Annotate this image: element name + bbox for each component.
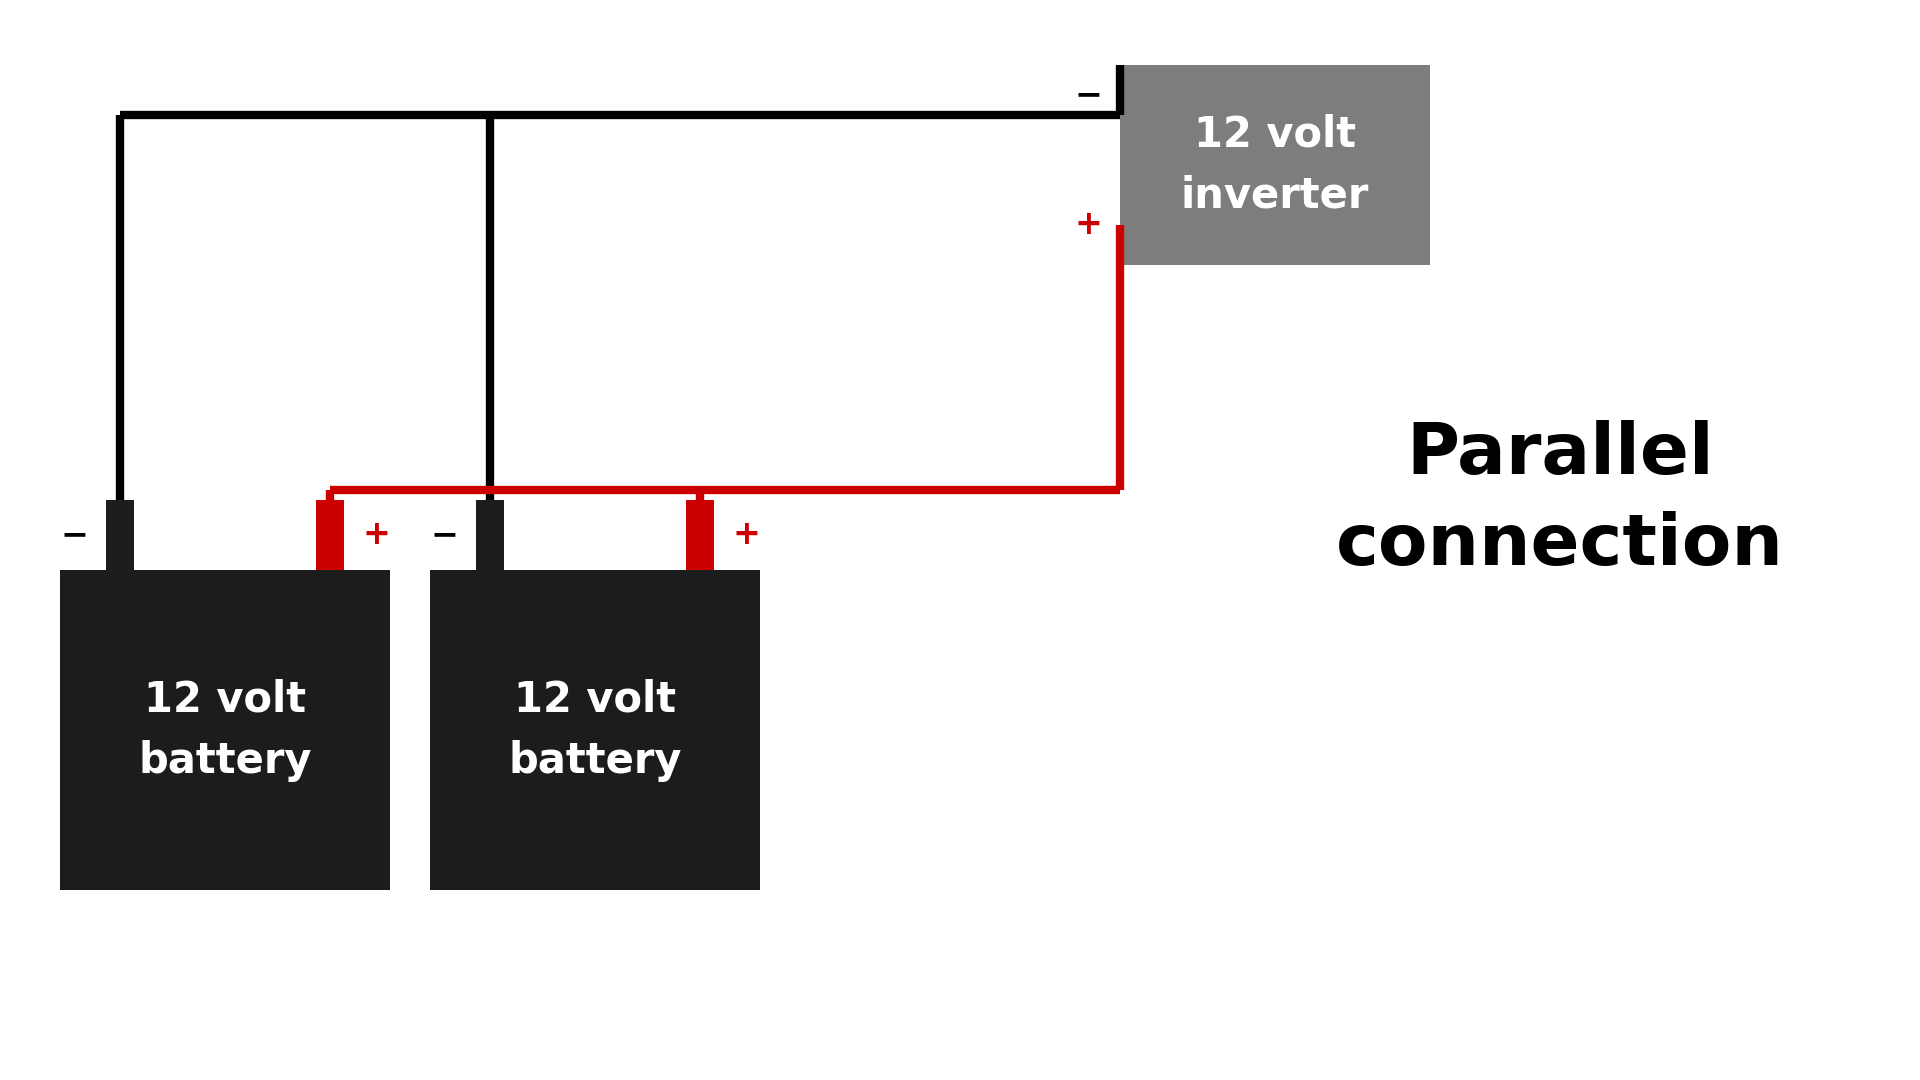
Text: +: + [363, 518, 390, 552]
Bar [317, 500, 344, 570]
Text: 12 volt
inverter: 12 volt inverter [1181, 113, 1369, 217]
Text: +: + [732, 518, 760, 552]
Text: +: + [1073, 208, 1102, 242]
Bar [430, 570, 760, 890]
Text: −: − [430, 518, 459, 552]
Text: −: − [1073, 79, 1102, 111]
Text: 12 volt
battery: 12 volt battery [509, 678, 682, 782]
Bar [476, 500, 503, 570]
Bar [106, 500, 134, 570]
Text: −: − [60, 518, 88, 552]
Bar [1119, 65, 1430, 265]
Bar [60, 570, 390, 890]
Text: Parallel
connection: Parallel connection [1336, 420, 1784, 580]
Text: 12 volt
battery: 12 volt battery [138, 678, 311, 782]
Bar [685, 500, 714, 570]
